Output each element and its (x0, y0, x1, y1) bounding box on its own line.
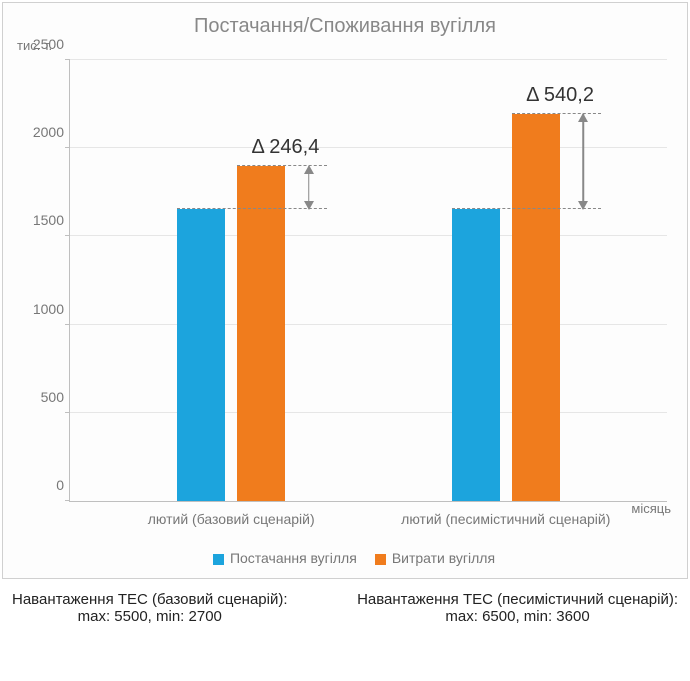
y-tickmark (65, 235, 70, 236)
bar-consumption (237, 166, 285, 501)
plot-area-wrap: тис. т. місяць 05001000150020002500Δ 246… (69, 46, 667, 546)
footer-left-line2: max: 5500, min: 2700 (12, 608, 288, 625)
bar-supply (452, 209, 500, 501)
legend-swatch (213, 554, 224, 565)
footer-right-line1: Навантаження ТЕС (песимістичний сценарій… (357, 591, 678, 608)
x-category-label: лютий (песимістичний сценарій) (401, 511, 610, 527)
delta-label: Δ 540,2 (526, 84, 594, 107)
footer-right-line2: max: 6500, min: 3600 (357, 608, 678, 625)
legend-label: Витрати вугілля (392, 550, 495, 566)
y-tick-label: 0 (24, 477, 64, 493)
footer-right: Навантаження ТЕС (песимістичний сценарій… (357, 591, 678, 625)
y-tickmark (65, 500, 70, 501)
gridline (70, 147, 667, 148)
plot-area: 05001000150020002500Δ 246,4лютий (базови… (69, 60, 667, 502)
footer-notes: Навантаження ТЕС (базовий сценарій): max… (0, 581, 690, 631)
gridline (70, 412, 667, 413)
legend-label: Постачання вугілля (230, 550, 357, 566)
bar-consumption (512, 114, 560, 501)
bar-supply (177, 209, 225, 501)
delta-label: Δ 246,4 (251, 136, 319, 159)
y-tickmark (65, 147, 70, 148)
y-tick-label: 2000 (24, 124, 64, 140)
y-tickmark (65, 324, 70, 325)
y-tickmark (65, 59, 70, 60)
gridline (70, 235, 667, 236)
y-tick-label: 2500 (24, 36, 64, 52)
y-tick-label: 500 (24, 389, 64, 405)
gridline (70, 324, 667, 325)
x-category-label: лютий (базовий сценарій) (148, 511, 315, 527)
chart-card: Постачання/Споживання вугілля тис. т. мі… (2, 2, 688, 579)
gridline (70, 59, 667, 60)
y-tick-label: 1500 (24, 212, 64, 228)
legend-swatch (375, 554, 386, 565)
y-tickmark (65, 412, 70, 413)
footer-left: Навантаження ТЕС (базовий сценарій): max… (12, 591, 288, 625)
chart-title: Постачання/Споживання вугілля (13, 15, 677, 38)
footer-left-line1: Навантаження ТЕС (базовий сценарій): (12, 591, 288, 608)
legend: Постачання вугілля Витрати вугілля (13, 550, 677, 566)
y-tick-label: 1000 (24, 301, 64, 317)
x-axis-label: місяць (631, 501, 671, 516)
